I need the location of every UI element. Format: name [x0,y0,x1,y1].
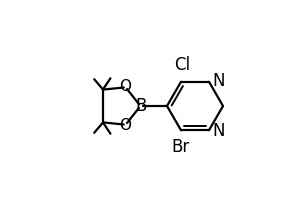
Text: N: N [212,122,224,140]
Text: Br: Br [172,138,190,156]
Text: N: N [212,72,224,90]
Text: O: O [119,118,131,133]
Text: Cl: Cl [174,56,190,74]
Text: O: O [119,79,131,94]
Text: B: B [135,97,147,115]
